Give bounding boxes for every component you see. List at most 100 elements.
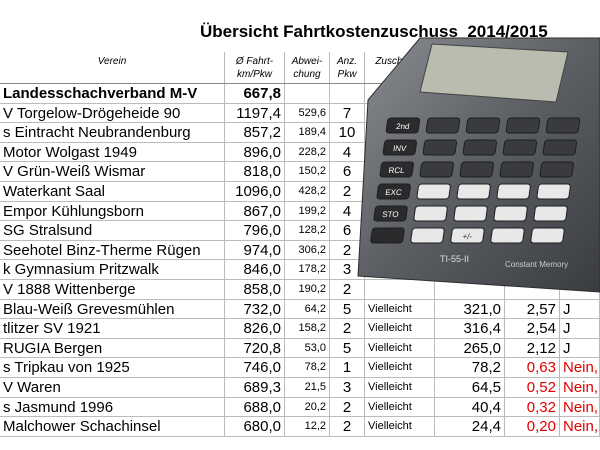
- table-cell: Vielleicht: [365, 397, 435, 417]
- table-cell: Vielleicht: [365, 417, 435, 436]
- key: [465, 117, 501, 134]
- table-cell: 150,2: [285, 162, 330, 181]
- table-cell: Motor Wolgast 1949: [0, 142, 225, 162]
- key: [450, 227, 485, 244]
- table-cell: 2: [330, 397, 365, 417]
- key-label: 2nd: [396, 122, 411, 131]
- table-row: s Tripkau von 1925 746,0 78,2 1 Vielleicht 78…: [0, 358, 600, 378]
- table-cell: s Tripkau von 1925: [0, 358, 225, 377]
- key: [382, 139, 418, 156]
- table-cell: 428,2: [285, 181, 330, 201]
- column-header: Verein: [0, 52, 225, 83]
- table-cell: Vielleicht: [365, 358, 435, 377]
- key: [379, 161, 414, 178]
- table-row: tlitzer SV 1921 826,0 158,2 2 Vielleicht 316,…: [0, 319, 600, 339]
- key: [459, 161, 494, 178]
- table-cell: RUGIA Bergen: [0, 338, 225, 358]
- table-cell: Vielleicht: [365, 319, 435, 338]
- table-cell: 896,0: [225, 142, 285, 162]
- table-cell: 265,0: [435, 338, 505, 358]
- table-row: k Gymnasium Pritzwalk 846,0 178,2 3: [0, 260, 600, 280]
- key: [413, 205, 448, 222]
- table-row: Seehotel Binz-Therme Rügen 974,0 306,2 2: [0, 240, 600, 261]
- key: [370, 227, 405, 244]
- table-cell: s Eintracht Neubrandenburg: [0, 123, 225, 142]
- key-label: INV: [392, 144, 407, 153]
- table-cell: 0,32: [505, 397, 560, 417]
- table-cell: 40,4: [435, 397, 505, 417]
- table-cell: 689,3: [225, 377, 285, 397]
- table-cell: 306,2: [285, 240, 330, 260]
- key: [533, 205, 568, 222]
- table-cell: 857,2: [225, 123, 285, 142]
- key: [453, 205, 488, 222]
- table-cell: 2: [330, 319, 365, 338]
- key: [505, 117, 541, 134]
- table-cell: 0,52: [505, 377, 560, 397]
- table-cell: Vielleicht: [365, 299, 435, 319]
- key: [422, 139, 458, 156]
- table-cell: 190,2: [285, 279, 330, 299]
- table-cell: 2,57: [505, 299, 560, 319]
- table-cell: Blau-Weiß Grevesmühlen: [0, 299, 225, 319]
- table-cell: 732,0: [225, 299, 285, 319]
- table-cell: Seehotel Binz-Therme Rügen: [0, 240, 225, 260]
- key-label: EXC: [385, 188, 403, 197]
- table-cell: 64,5: [435, 377, 505, 397]
- key: [545, 117, 581, 134]
- key-label: STO: [382, 210, 400, 219]
- table-cell: 316,4: [435, 319, 505, 338]
- table-cell: 78,2: [285, 358, 330, 377]
- table-cell: 858,0: [225, 279, 285, 299]
- table-cell: 974,0: [225, 240, 285, 260]
- table-cell: 667,8: [225, 84, 285, 103]
- table-cell: V Grün-Weiß Wismar: [0, 162, 225, 181]
- table: Verein Ø Fahrt- km/Pkw Abwei- chung Anz. Pk…: [0, 52, 600, 437]
- table-cell: 64,2: [285, 299, 330, 319]
- table-cell: 53,0: [285, 338, 330, 358]
- table-cell: 78,2: [435, 358, 505, 377]
- table-cell: 818,0: [225, 162, 285, 181]
- calculator-display: [419, 43, 569, 103]
- key: [416, 183, 451, 200]
- table-cell: 529,6: [285, 103, 330, 123]
- column-header: Abwei- chung: [285, 52, 330, 83]
- table-cell: 4: [330, 142, 365, 162]
- table-cell: 3: [330, 377, 365, 397]
- table-cell: 20,2: [285, 397, 330, 417]
- table-cell: Vielleicht: [365, 377, 435, 397]
- table-cell: 10: [330, 123, 365, 142]
- table-cell: V 1888 Wittenberge: [0, 279, 225, 299]
- key: [499, 161, 534, 178]
- table-cell: 1096,0: [225, 181, 285, 201]
- table-cell: 158,2: [285, 319, 330, 338]
- table-cell: 796,0: [225, 221, 285, 240]
- table-cell: 720,8: [225, 338, 285, 358]
- table-cell: tlitzer SV 1921: [0, 319, 225, 338]
- key: [462, 139, 498, 156]
- key: [456, 183, 491, 200]
- key: [536, 183, 571, 200]
- table-cell: [365, 279, 435, 299]
- table-cell: k Gymnasium Pritzwalk: [0, 260, 225, 279]
- key: [493, 205, 528, 222]
- key: [490, 227, 525, 244]
- table-cell: 199,2: [285, 201, 330, 221]
- table-cell: SG Stralsund: [0, 221, 225, 240]
- key: [419, 161, 454, 178]
- keypad: 2nd INV RCL EXC STO +/-: [370, 117, 581, 244]
- key: [530, 227, 565, 244]
- table-row: Blau-Weiß Grevesmühlen 732,0 64,2 5 Vielleic…: [0, 299, 600, 320]
- key-label: RCL: [388, 166, 406, 175]
- table-cell: 128,2: [285, 221, 330, 240]
- table-cell: 24,4: [435, 417, 505, 436]
- key: [539, 161, 574, 178]
- table-cell: [435, 279, 505, 299]
- table-cell: 1: [330, 358, 365, 377]
- table-cell: Empor Kühlungsborn: [0, 201, 225, 221]
- table-cell: 228,2: [285, 142, 330, 162]
- table-cell: 826,0: [225, 319, 285, 338]
- table-cell: s Jasmund 1996: [0, 397, 225, 417]
- column-header: Anz. Pkw: [330, 52, 365, 83]
